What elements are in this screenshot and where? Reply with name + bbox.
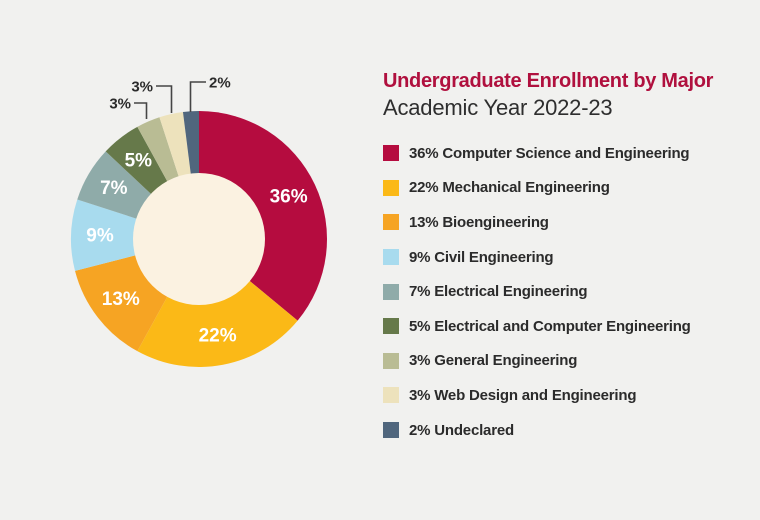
slice-percent-callout-label: 3%: [109, 96, 131, 113]
legend-item: 5% Electrical and Computer Engineering: [383, 309, 755, 344]
legend-item: 2% Undeclared: [383, 413, 755, 448]
legend-item: 13% Bioengineering: [383, 205, 755, 240]
slice-percent-callout-label: 2%: [209, 75, 231, 92]
chart-subtitle: Academic Year 2022-23: [383, 95, 613, 120]
legend-item: 9% Civil Engineering: [383, 240, 755, 275]
legend-label: 3% General Engineering: [409, 352, 578, 370]
legend-item: 7% Electrical Engineering: [383, 274, 755, 309]
callout-line: [134, 102, 148, 119]
legend-item: 22% Mechanical Engineering: [383, 171, 755, 206]
legend-swatch: [383, 352, 399, 369]
legend-label: 2% Undeclared: [409, 421, 514, 439]
slice-percent-label: 22%: [199, 326, 237, 347]
legend-label: 36% Computer Science and Engineering: [409, 144, 690, 162]
slice-percent-label: 36%: [270, 186, 308, 207]
legend-swatch: [383, 179, 399, 196]
legend-label: 7% Electrical Engineering: [409, 283, 588, 301]
legend-item: 36% Computer Science and Engineering: [383, 136, 755, 171]
donut-chart: 36% 22% 13% 9% 7% 5% 3%3% 2%: [70, 75, 328, 368]
legend-label: 3% Web Design and Engineering: [409, 386, 637, 404]
callout-line: [156, 85, 173, 113]
legend-label: 22% Mechanical Engineering: [409, 179, 610, 197]
donut-hole: [133, 173, 265, 305]
slice-percent-label: 5%: [125, 150, 153, 171]
chart-header: Undergraduate Enrollment by Major Academ…: [383, 70, 753, 120]
slice-percent-label: 13%: [102, 289, 140, 310]
callout-line: [189, 81, 206, 112]
slice-percent-label: 9%: [86, 225, 114, 246]
donut-slice: [137, 239, 298, 368]
legend-swatch: [383, 283, 399, 300]
slice-percent-label: 7%: [100, 178, 128, 199]
legend-item: 3% General Engineering: [383, 344, 755, 379]
legend-label: 9% Civil Engineering: [409, 248, 554, 266]
legend-swatch: [383, 318, 399, 335]
legend-label: 13% Bioengineering: [409, 213, 549, 231]
legend-swatch: [383, 422, 399, 439]
chart-title: Undergraduate Enrollment by Major: [383, 70, 714, 92]
legend-swatch: [383, 249, 399, 266]
legend-swatch: [383, 145, 399, 162]
slice-percent-callout-label: 3%: [131, 79, 153, 96]
legend-swatch: [383, 387, 399, 404]
legend-label: 5% Electrical and Computer Engineering: [409, 317, 691, 335]
legend-swatch: [383, 214, 399, 231]
legend-item: 3% Web Design and Engineering: [383, 378, 755, 413]
legend: 36% Computer Science and Engineering 22%…: [383, 136, 755, 447]
donut-slice: [199, 110, 328, 321]
